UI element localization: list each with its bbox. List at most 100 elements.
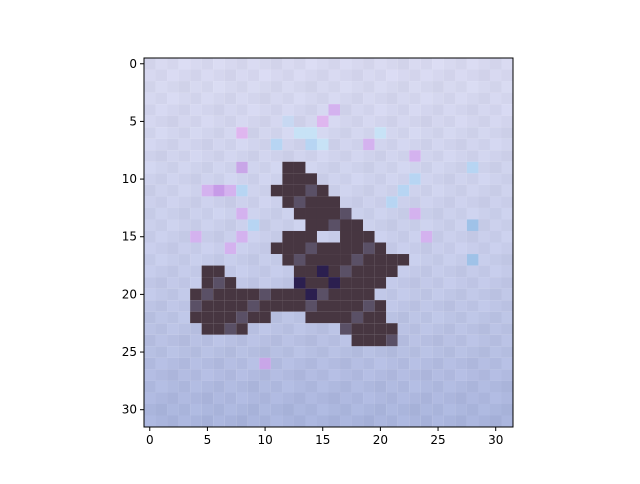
heatmap-cell xyxy=(316,380,329,393)
heatmap-cell xyxy=(489,380,502,393)
heatmap-cell xyxy=(224,230,237,243)
heatmap-cell xyxy=(190,288,202,301)
heatmap-cell xyxy=(293,230,306,243)
heatmap-cell xyxy=(259,81,271,93)
heatmap-cell xyxy=(293,277,306,289)
heatmap-cell xyxy=(155,380,168,393)
heatmap-cell xyxy=(420,380,433,393)
heatmap-cell xyxy=(363,300,375,312)
heatmap-cell xyxy=(478,138,490,151)
heatmap-cell xyxy=(340,392,352,404)
heatmap-cell xyxy=(478,277,490,289)
heatmap-cell xyxy=(443,277,456,289)
heatmap-cell xyxy=(316,346,329,358)
heatmap-cell xyxy=(455,311,467,324)
heatmap-cell xyxy=(305,277,318,289)
heatmap-cell xyxy=(270,380,283,393)
heatmap-cell xyxy=(190,58,202,70)
heatmap-cell xyxy=(316,184,329,197)
heatmap-cell xyxy=(213,230,225,243)
heatmap-cell xyxy=(478,81,490,93)
heatmap-cell xyxy=(259,403,271,416)
heatmap-cell xyxy=(259,311,271,324)
heatmap-cell xyxy=(363,288,375,301)
heatmap-cell xyxy=(247,150,260,162)
heatmap-cell xyxy=(224,161,237,174)
heatmap-cell xyxy=(178,242,191,255)
heatmap-cell xyxy=(432,230,444,243)
heatmap-cell xyxy=(363,403,375,416)
heatmap-cell xyxy=(340,230,352,243)
heatmap-cell xyxy=(374,323,387,335)
heatmap-cell xyxy=(409,311,421,324)
heatmap-cell xyxy=(144,127,156,139)
heatmap-cell xyxy=(270,277,283,289)
heatmap-cell xyxy=(305,150,318,162)
heatmap-cell xyxy=(432,254,444,266)
heatmap-cell xyxy=(282,415,294,428)
heatmap-cell xyxy=(466,288,479,301)
heatmap-cell xyxy=(340,242,352,255)
heatmap-cell xyxy=(420,311,433,324)
heatmap-cell xyxy=(455,254,467,266)
heatmap-cell xyxy=(432,173,444,185)
x-tick-label: 20 xyxy=(373,433,388,447)
heatmap-cell xyxy=(270,334,283,347)
heatmap-cell xyxy=(478,184,490,197)
heatmap-cell xyxy=(236,184,248,197)
heatmap-cell xyxy=(420,288,433,301)
heatmap-cell xyxy=(259,150,271,162)
heatmap-cell xyxy=(155,288,168,301)
heatmap-cell xyxy=(190,346,202,358)
heatmap-cell xyxy=(409,58,421,70)
heatmap-cell xyxy=(247,161,260,174)
heatmap-cell xyxy=(316,230,329,243)
heatmap-cell xyxy=(328,58,341,70)
heatmap-cell xyxy=(178,380,191,393)
heatmap-cell xyxy=(432,346,444,358)
heatmap-cell xyxy=(270,300,283,312)
heatmap-cell xyxy=(247,127,260,139)
heatmap-cell xyxy=(155,207,168,220)
heatmap-cell xyxy=(259,242,271,255)
heatmap-cell xyxy=(247,403,260,416)
heatmap-cell xyxy=(489,254,502,266)
heatmap-cell xyxy=(167,288,179,301)
heatmap-cell xyxy=(316,311,329,324)
heatmap-cell xyxy=(386,69,398,82)
heatmap-cell xyxy=(340,138,352,151)
heatmap-cell xyxy=(443,69,456,82)
heatmap-cell xyxy=(501,161,514,174)
heatmap-cell xyxy=(501,415,514,428)
heatmap-cell xyxy=(167,403,179,416)
heatmap-cell xyxy=(236,230,248,243)
heatmap-cell xyxy=(374,219,387,232)
heatmap-cell xyxy=(224,392,237,404)
heatmap-cell xyxy=(155,161,168,174)
heatmap-cell xyxy=(247,173,260,185)
heatmap-cell xyxy=(155,369,168,381)
heatmap-cell xyxy=(282,207,294,220)
heatmap-cell xyxy=(293,346,306,358)
heatmap-cell xyxy=(282,265,294,278)
heatmap-cell xyxy=(409,300,421,312)
heatmap-cell xyxy=(201,115,214,128)
heatmap-cell xyxy=(201,173,214,185)
heatmap-cell xyxy=(305,254,318,266)
heatmap-cell xyxy=(432,138,444,151)
y-axis: 0 5 10 15 20 25 30 xyxy=(122,57,144,417)
heatmap-cell xyxy=(340,357,352,370)
heatmap-cell xyxy=(478,173,490,185)
heatmap-cell xyxy=(270,219,283,232)
heatmap-cell xyxy=(316,369,329,381)
heatmap-cell xyxy=(351,184,364,197)
heatmap-cell xyxy=(155,277,168,289)
heatmap-cell xyxy=(501,138,514,151)
heatmap-cell xyxy=(282,380,294,393)
heatmap-cell xyxy=(489,81,502,93)
heatmap-cell xyxy=(397,196,410,208)
heatmap-cell xyxy=(224,242,237,255)
heatmap-cell xyxy=(247,207,260,220)
heatmap-cell xyxy=(489,104,502,116)
heatmap-cell xyxy=(282,127,294,139)
